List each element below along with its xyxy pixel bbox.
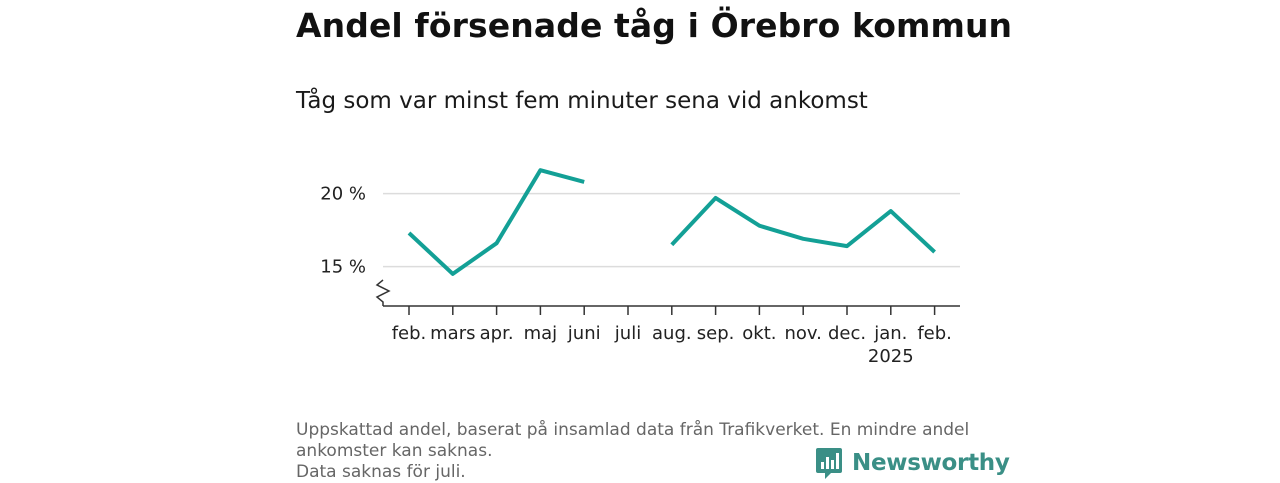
x-tick-label: sep.	[697, 323, 735, 344]
series	[407, 168, 936, 276]
x-tick-label: aug.	[652, 323, 692, 344]
y-axis-break-icon	[375, 279, 391, 306]
x-tick-label: nov.	[784, 323, 821, 344]
chart-subtitle: Tåg som var minst fem minuter sena vid a…	[296, 88, 868, 114]
x-tick-label: juli	[614, 323, 641, 344]
footnote-line-source: Uppskattad andel, baserat på insamlad da…	[296, 420, 970, 461]
x-tick-label: feb.	[392, 323, 427, 344]
x-tick-label: maj	[524, 323, 558, 344]
x-tick-label: okt.	[742, 323, 776, 344]
footnote: Uppskattad andel, baserat på insamlad da…	[296, 420, 986, 483]
brand-name: Newsworthy	[852, 450, 1010, 476]
chart-title: Andel försenade tåg i Örebro kommun	[296, 6, 1013, 45]
x-tick-label: mars	[430, 323, 475, 344]
axes	[375, 279, 960, 315]
x-tick-label: dec.	[828, 323, 866, 344]
brand-logo: Newsworthy	[815, 446, 1010, 480]
gridlines	[383, 192, 960, 268]
y-tick-label: 15 %	[320, 257, 366, 278]
series-line-segment-2	[670, 196, 936, 254]
x-tick-label: apr.	[480, 323, 514, 344]
x-tick-label: jan.	[873, 323, 907, 344]
y-tick-label: 20 %	[320, 184, 366, 205]
x-tick-sublabel: 2025	[868, 346, 914, 367]
x-tick-label: juni	[567, 323, 601, 344]
footnote-line-missing: Data saknas för juli.	[296, 462, 466, 482]
x-tick-label: feb.	[917, 323, 952, 344]
newsworthy-logo-icon	[816, 448, 842, 479]
tick-labels: 15 %20 %feb. mars apr. maj juni juli aug. sep. o…	[320, 184, 952, 367]
series-line-segment-1	[407, 168, 585, 276]
